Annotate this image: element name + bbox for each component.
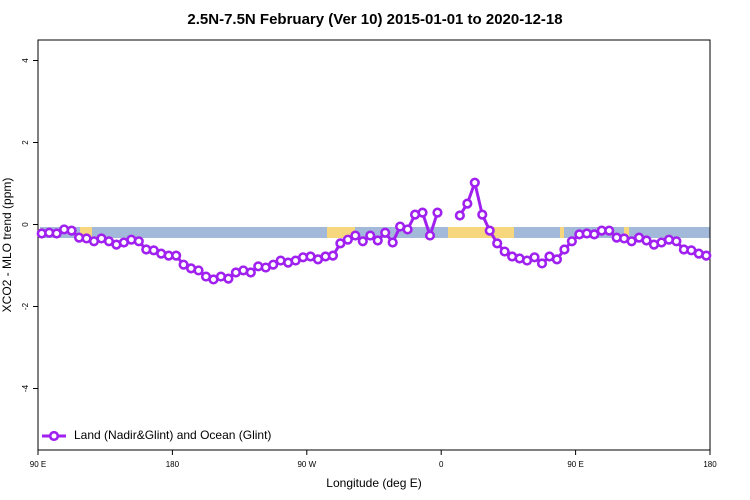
point (454, 210, 465, 221)
point (342, 234, 353, 245)
point (484, 225, 495, 236)
land-band (80, 227, 92, 238)
y-tick-label: 0 (21, 222, 30, 227)
point (327, 250, 339, 261)
y-tick-label: 2 (21, 140, 30, 145)
point (223, 273, 234, 284)
land-band (560, 227, 564, 238)
point (536, 258, 548, 269)
point (335, 238, 346, 249)
point (589, 229, 600, 240)
x-axis-label: Longitude (deg E) (326, 476, 421, 490)
point (193, 265, 204, 276)
point (268, 259, 279, 270)
legend-marker (48, 430, 60, 442)
x-tick-label: 90 E (567, 460, 583, 469)
land-band (448, 227, 514, 238)
point (432, 207, 443, 218)
point (626, 236, 637, 247)
y-tick-label: -4 (21, 384, 30, 392)
x-tick-label: 90 E (30, 460, 46, 469)
land-band (624, 227, 629, 238)
x-tick-label: 90 W (297, 460, 316, 469)
point (559, 244, 570, 255)
point (529, 252, 540, 263)
land-band (327, 227, 355, 238)
point (462, 198, 473, 209)
point (66, 225, 77, 236)
point (380, 227, 391, 238)
point (51, 228, 62, 239)
point (357, 236, 368, 247)
point (551, 254, 563, 265)
point (671, 236, 682, 247)
point (499, 246, 510, 257)
y-axis-label: XCO2 - MLO trend (ppm) (0, 178, 14, 313)
point (566, 236, 577, 247)
x-tick-label: 180 (703, 460, 717, 469)
y-tick-label: -2 (21, 302, 30, 310)
point (402, 224, 413, 235)
ocean-band (40, 227, 710, 238)
chart-title: 2.5N-7.5N February (Ver 10) 2015-01-01 t… (187, 11, 562, 28)
point (477, 209, 488, 220)
point (492, 238, 503, 249)
point (365, 230, 376, 241)
point (387, 237, 398, 248)
point (372, 235, 383, 246)
point (350, 230, 361, 241)
point (424, 230, 436, 241)
plot-frame (37, 39, 711, 451)
point (701, 250, 712, 261)
point (171, 250, 182, 261)
point (641, 235, 652, 246)
point (604, 225, 615, 236)
point (133, 236, 144, 247)
point (178, 259, 189, 270)
point (245, 267, 256, 278)
surface-band (40, 227, 710, 238)
point (469, 177, 480, 188)
point (417, 207, 428, 218)
x-tick-label: 180 (166, 460, 180, 469)
x-tick-label: 0 (439, 460, 444, 469)
y-tick-label: 4 (21, 58, 30, 63)
legend-label: Land (Nadir&Glint) and Ocean (Glint) (74, 428, 271, 442)
